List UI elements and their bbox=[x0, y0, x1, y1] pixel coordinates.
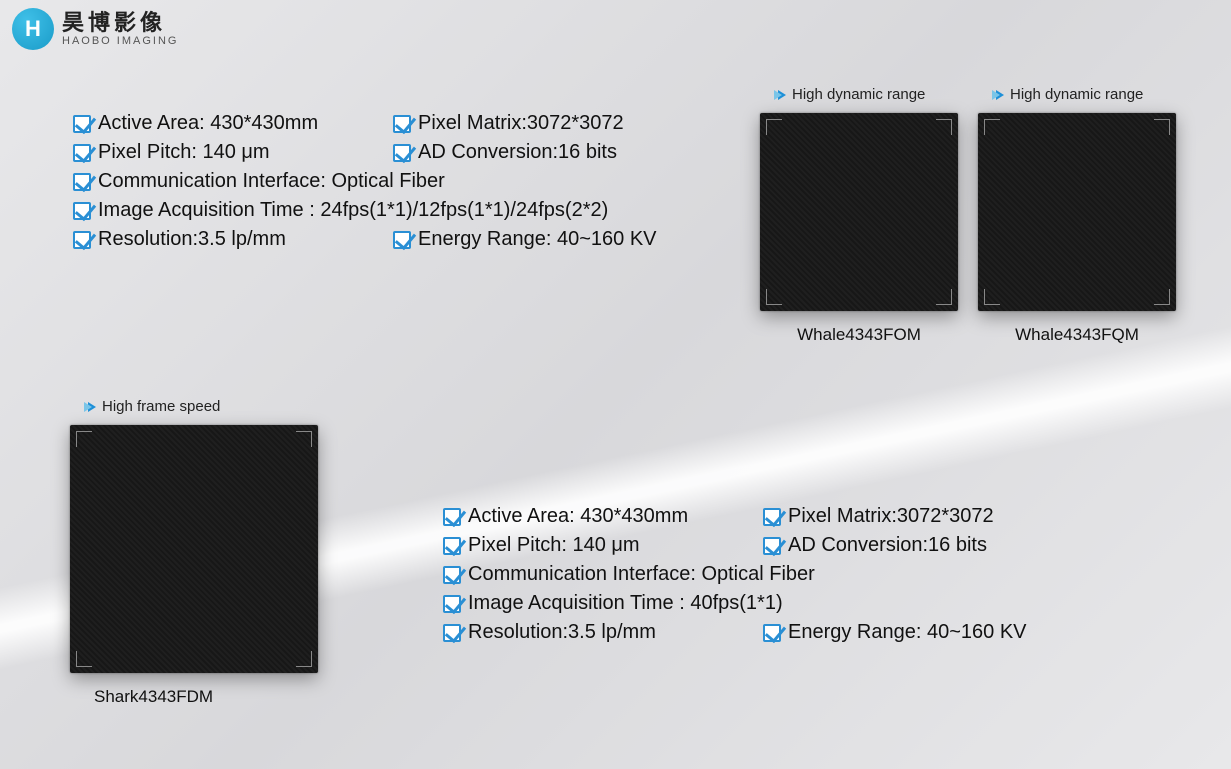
chevron-icon bbox=[996, 90, 1004, 100]
check-icon bbox=[72, 143, 92, 163]
check-icon bbox=[442, 623, 462, 643]
check-icon bbox=[762, 536, 782, 556]
product-whale-fom: High dynamic range Whale4343FOM bbox=[760, 86, 958, 345]
detector-panel-icon bbox=[760, 113, 958, 311]
tag-text: High dynamic range bbox=[1010, 86, 1143, 103]
chevron-icon bbox=[778, 90, 786, 100]
product-whale-fqm: High dynamic range Whale4343FQM bbox=[978, 86, 1176, 345]
product-label: Whale4343FQM bbox=[1015, 325, 1139, 345]
check-icon bbox=[762, 507, 782, 527]
tag-text: High dynamic range bbox=[792, 86, 925, 103]
check-icon bbox=[442, 536, 462, 556]
spec-text: Communication Interface: Optical Fiber bbox=[468, 563, 815, 586]
spec-text: Pixel Pitch: 140 μm bbox=[468, 534, 640, 557]
spec-energy-range: Energy Range: 40~160 KV bbox=[392, 228, 657, 251]
brand-logo: H 昊博影像 HAOBO IMAGING bbox=[12, 8, 178, 50]
detector-panel-icon bbox=[978, 113, 1176, 311]
product-tag: High dynamic range bbox=[996, 86, 1143, 103]
product-label: Shark4343FDM bbox=[94, 687, 213, 707]
check-icon bbox=[442, 565, 462, 585]
spec-text: Energy Range: 40~160 KV bbox=[788, 621, 1027, 644]
spec-pixel-pitch: Pixel Pitch: 140 μm bbox=[72, 141, 392, 164]
spec-resolution: Resolution:3.5 lp/mm bbox=[72, 228, 392, 251]
chevron-icon bbox=[88, 402, 96, 412]
spec-block-top: Active Area: 430*430mm Pixel Matrix:3072… bbox=[72, 112, 722, 257]
product-label: Whale4343FOM bbox=[797, 325, 921, 345]
spec-text: Resolution:3.5 lp/mm bbox=[98, 228, 286, 251]
check-icon bbox=[72, 114, 92, 134]
spec-energy-range: Energy Range: 40~160 KV bbox=[762, 621, 1027, 644]
check-icon bbox=[392, 230, 412, 250]
product-tag: High frame speed bbox=[88, 398, 220, 415]
spec-text: Image Acquisition Time : 24fps(1*1)/12fp… bbox=[98, 199, 608, 222]
spec-text: Image Acquisition Time : 40fps(1*1) bbox=[468, 592, 783, 615]
spec-pixel-pitch: Pixel Pitch: 140 μm bbox=[442, 534, 762, 557]
check-icon bbox=[72, 172, 92, 192]
spec-ad-conversion: AD Conversion:16 bits bbox=[762, 534, 987, 557]
spec-acq-time: Image Acquisition Time : 40fps(1*1) bbox=[442, 592, 1162, 615]
spec-text: AD Conversion:16 bits bbox=[788, 534, 987, 557]
spec-text: Pixel Matrix:3072*3072 bbox=[788, 505, 994, 528]
product-tag: High dynamic range bbox=[778, 86, 925, 103]
spec-comm-interface: Communication Interface: Optical Fiber bbox=[442, 563, 1162, 586]
spec-block-bottom: Active Area: 430*430mm Pixel Matrix:3072… bbox=[442, 505, 1162, 650]
product-shark-fdm: High frame speed Shark4343FDM bbox=[70, 398, 318, 707]
spec-text: Communication Interface: Optical Fiber bbox=[98, 170, 445, 193]
spec-text: Pixel Pitch: 140 μm bbox=[98, 141, 270, 164]
spec-pixel-matrix: Pixel Matrix:3072*3072 bbox=[762, 505, 994, 528]
logo-icon: H bbox=[12, 8, 54, 50]
spec-ad-conversion: AD Conversion:16 bits bbox=[392, 141, 617, 164]
spec-comm-interface: Communication Interface: Optical Fiber bbox=[72, 170, 722, 193]
spec-text: Energy Range: 40~160 KV bbox=[418, 228, 657, 251]
check-icon bbox=[762, 623, 782, 643]
check-icon bbox=[392, 143, 412, 163]
check-icon bbox=[392, 114, 412, 134]
spec-text: Resolution:3.5 lp/mm bbox=[468, 621, 656, 644]
detector-panel-icon bbox=[70, 425, 318, 673]
spec-resolution: Resolution:3.5 lp/mm bbox=[442, 621, 762, 644]
spec-text: AD Conversion:16 bits bbox=[418, 141, 617, 164]
spec-pixel-matrix: Pixel Matrix:3072*3072 bbox=[392, 112, 624, 135]
spec-text: Active Area: 430*430mm bbox=[468, 505, 688, 528]
check-icon bbox=[72, 201, 92, 221]
spec-acq-time: Image Acquisition Time : 24fps(1*1)/12fp… bbox=[72, 199, 722, 222]
spec-active-area: Active Area: 430*430mm bbox=[442, 505, 762, 528]
check-icon bbox=[72, 230, 92, 250]
spec-active-area: Active Area: 430*430mm bbox=[72, 112, 392, 135]
brand-name-en: HAOBO IMAGING bbox=[62, 35, 178, 47]
check-icon bbox=[442, 507, 462, 527]
brand-name-cn: 昊博影像 bbox=[62, 11, 178, 35]
spec-text: Active Area: 430*430mm bbox=[98, 112, 318, 135]
check-icon bbox=[442, 594, 462, 614]
tag-text: High frame speed bbox=[102, 398, 220, 415]
spec-text: Pixel Matrix:3072*3072 bbox=[418, 112, 624, 135]
